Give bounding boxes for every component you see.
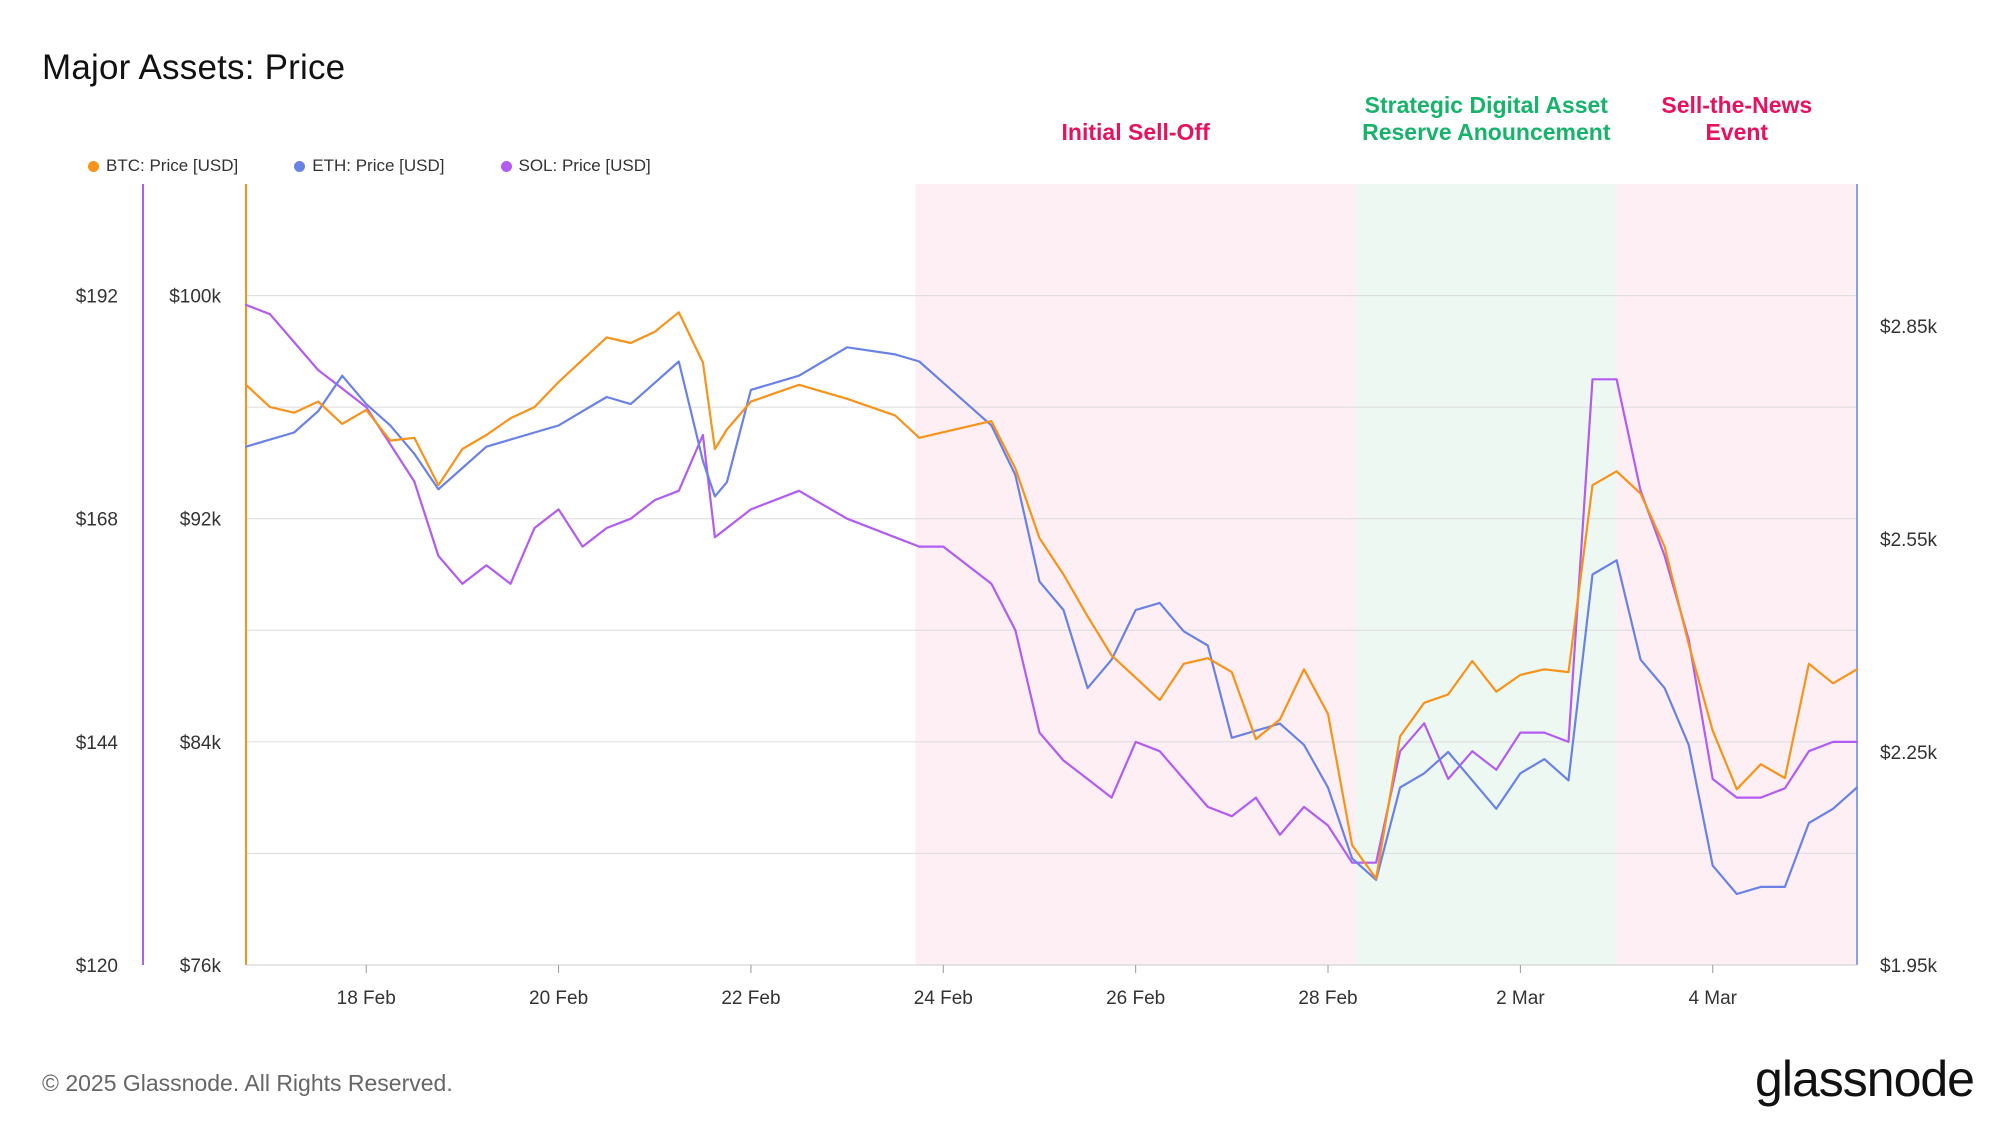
annotation-label-2: Reserve Anouncement [1362,119,1611,145]
eth-tick-label: $2.25k [1880,743,1938,764]
legend-label-sol: SOL: Price [USD] [518,156,651,175]
legend-dot-sol [500,160,512,172]
legend-dot-btc [88,160,99,172]
x-tick-label: 28 Feb [1298,988,1357,1009]
annotation-region-3 [1616,184,1857,965]
btc-price-line [244,311,1859,880]
sol-price-line [244,303,1859,864]
x-tick-label: 4 Mar [1688,988,1737,1009]
annotation-region-2 [1356,184,1617,965]
x-tick-label: 24 Feb [914,988,973,1009]
btc-tick-label: $100k [169,287,221,308]
sol-tick-label: $192 [76,287,118,308]
legend-item-sol[interactable]: SOL: Price [USD] [500,156,651,176]
x-tick-label: 20 Feb [529,988,588,1009]
btc-tick-label: $84k [180,733,222,754]
annotation-region-1 [915,184,1357,965]
axis-labels: $120 $144 $168 $192 $76k $84k $92k $100k $1.95k $… [76,287,1938,1009]
chart-title: Major Assets: Price [42,48,346,87]
legend-label-btc: BTC: Price [USD] [106,156,239,175]
sol-tick-label: $120 [76,956,118,977]
legend-item-btc[interactable]: BTC: Price [USD] [88,156,238,176]
legend-dot-eth [294,160,306,172]
series-lines [244,303,1859,896]
glassnode-logo[interactable]: glassnode [1755,1051,1975,1107]
sol-tick-label: $144 [76,733,119,754]
annotation-labels: Initial Sell-Off Strategic Digital AssetR… [1062,92,1813,145]
eth-tick-label: $1.95k [1880,956,1938,977]
legend-item-eth[interactable]: ETH: Price [USD] [294,156,445,176]
axes [142,184,1858,966]
eth-price-line [244,346,1859,896]
x-tick-label: 2 Mar [1496,988,1545,1009]
eth-tick-label: $2.85k [1880,317,1938,338]
chart-legend: BTC: Price [USD] ETH: Price [USD] SOL: P… [88,156,651,176]
btc-tick-label: $76k [180,956,222,977]
x-tick-label: 26 Feb [1106,988,1165,1009]
copyright-text: © 2025 Glassnode. All Rights Reserved. [42,1070,453,1096]
x-tick-label: 18 Feb [337,988,396,1009]
btc-tick-label: $92k [180,510,222,531]
annotation-label-3: Sell-the-News [1661,92,1812,118]
annotation-label-1: Initial Sell-Off [1062,119,1211,145]
sol-tick-label: $168 [76,510,118,531]
annotation-label-3: Event [1705,119,1768,145]
legend-label-eth: ETH: Price [USD] [312,156,445,175]
eth-tick-label: $2.55k [1880,530,1938,551]
annotation-label-2: Strategic Digital Asset [1365,92,1609,118]
x-tick-label: 22 Feb [721,988,780,1009]
annotation-regions [915,184,1857,965]
